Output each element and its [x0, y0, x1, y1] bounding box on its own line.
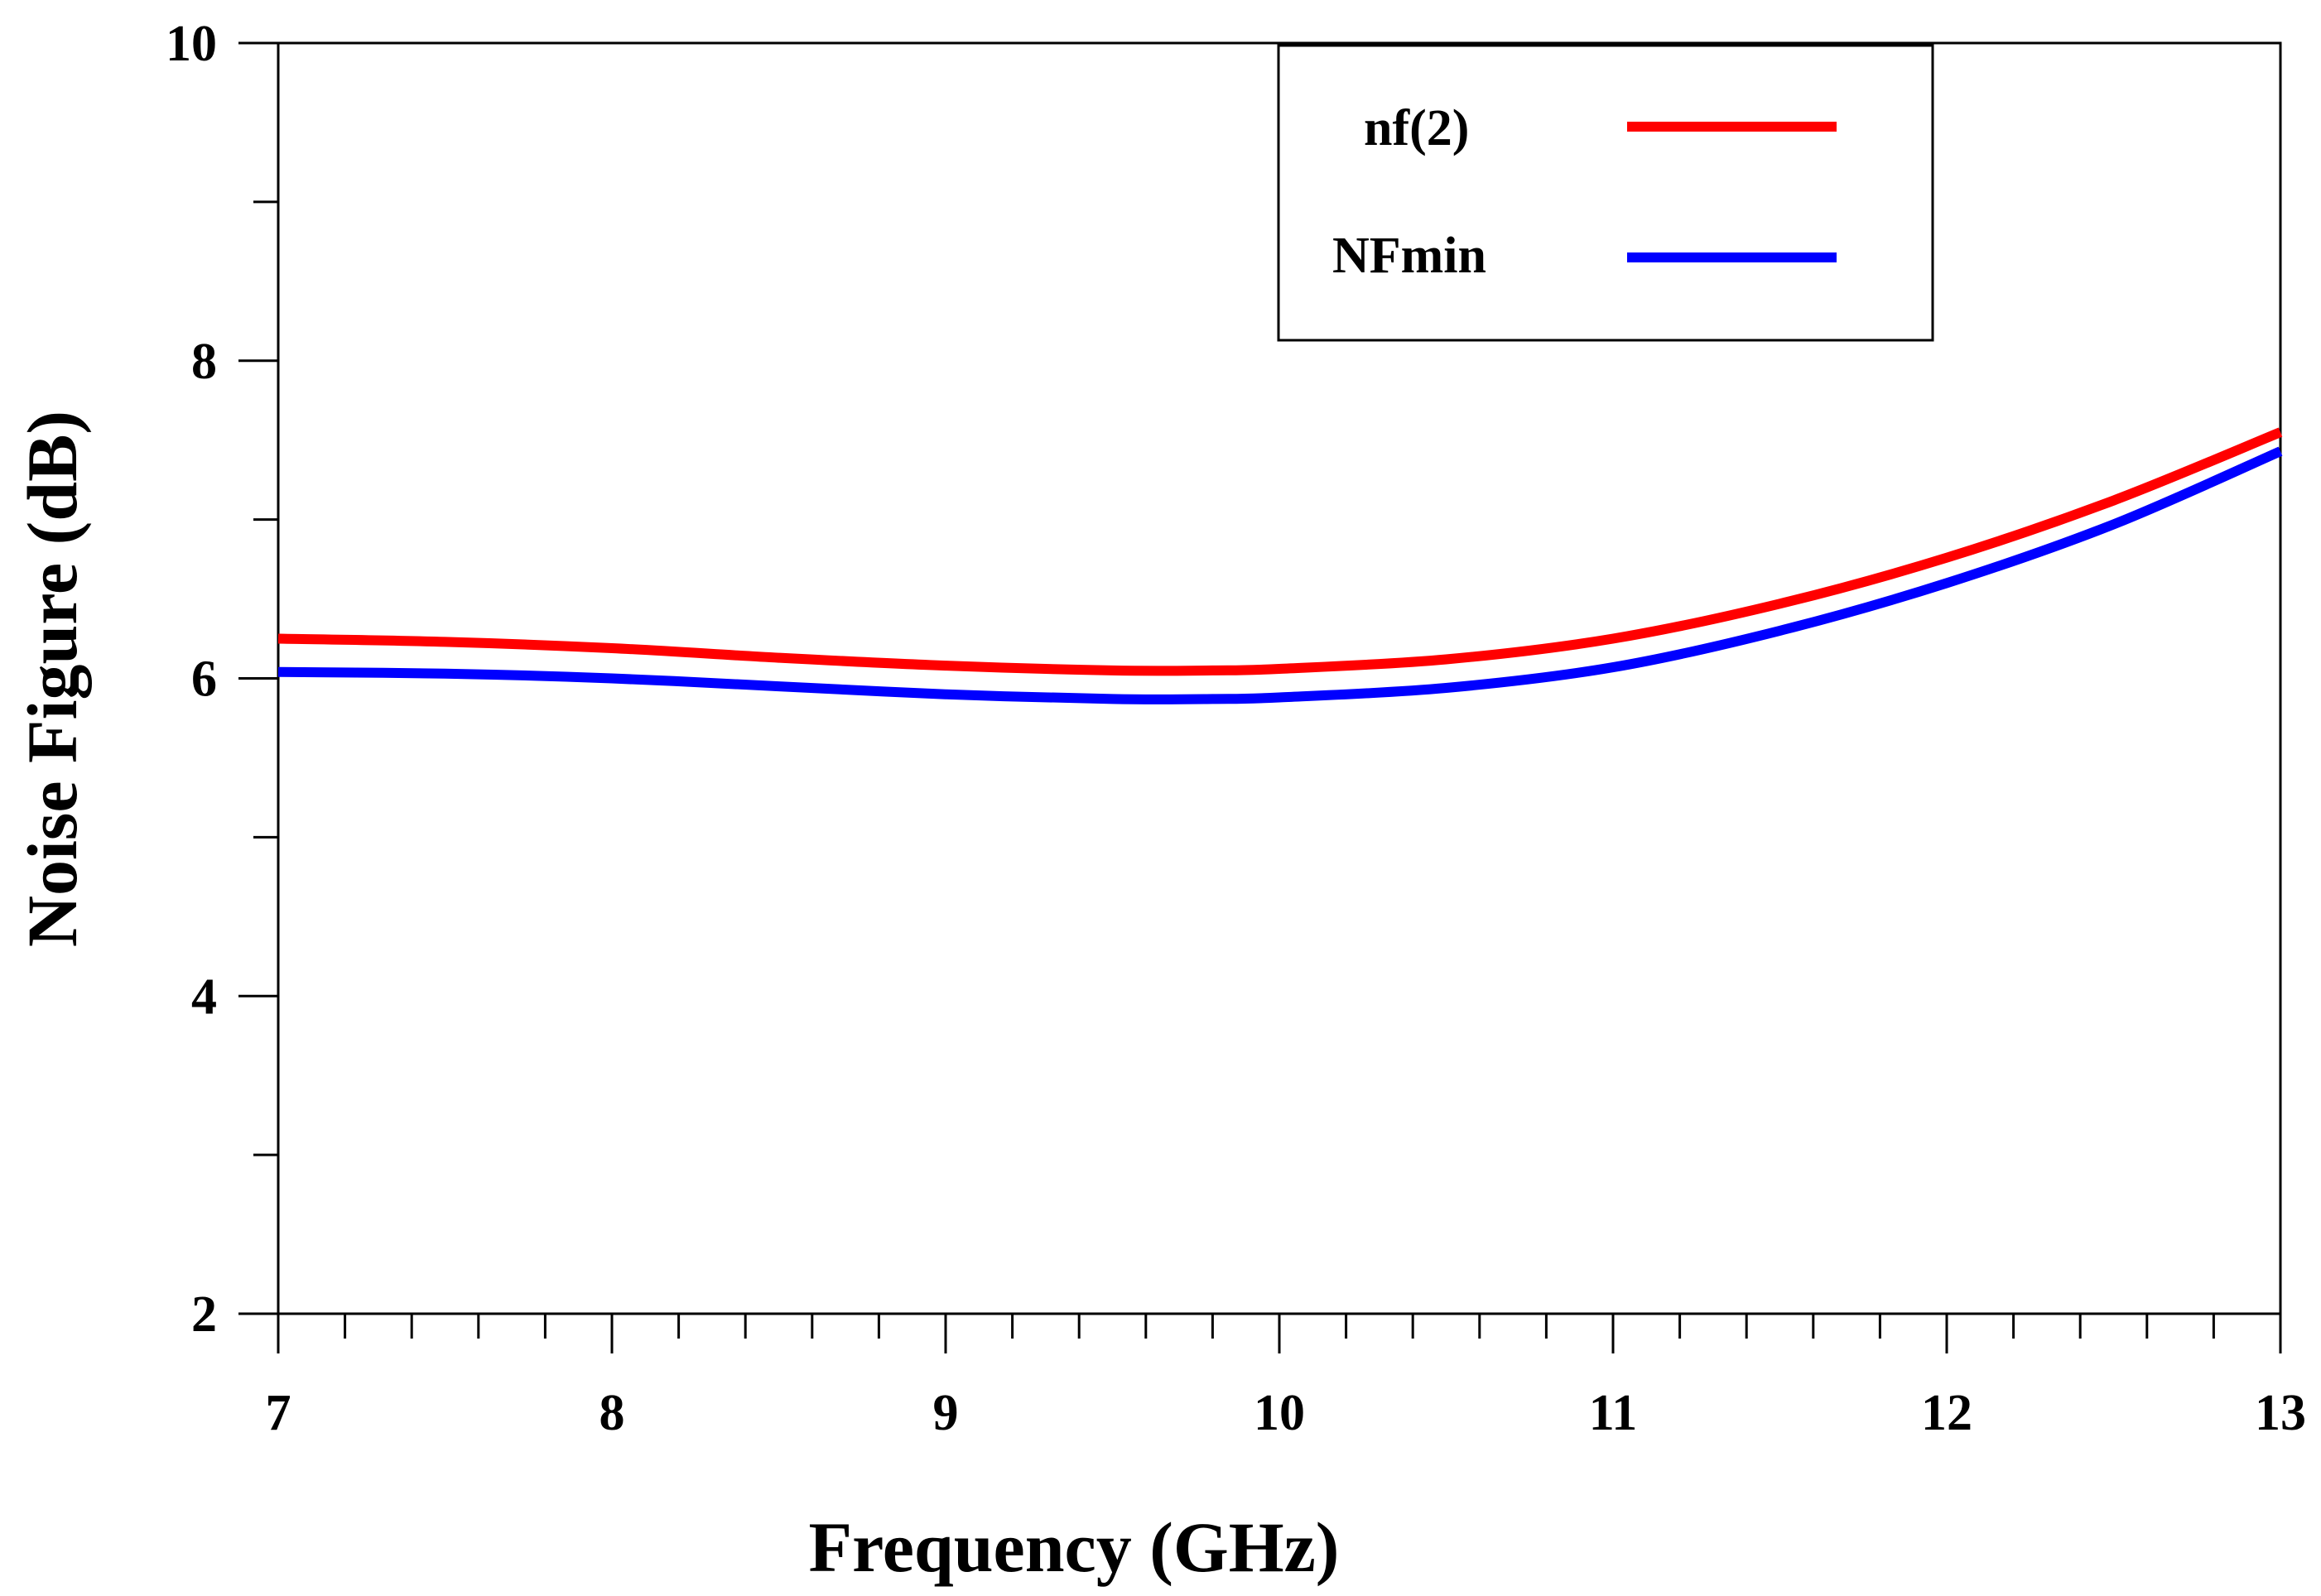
x-axis-tick-labels: 7 8 9 10 11 12 13 — [266, 1385, 2307, 1441]
legend: nf(2) NFmin — [1277, 44, 1934, 342]
y-tick-label: 6 — [191, 651, 217, 708]
x-tick-label: 11 — [1589, 1385, 1638, 1441]
x-axis-title: Frequency (GHz) — [809, 1507, 1340, 1587]
x-tick-label: 12 — [1921, 1385, 1972, 1441]
legend-label-nf2: nf(2) — [1364, 100, 1469, 156]
x-tick-label: 13 — [2255, 1385, 2306, 1441]
x-tick-label: 10 — [1254, 1385, 1305, 1441]
series-lines — [277, 427, 2283, 704]
y-axis-tick-labels: 2 4 6 8 10 — [166, 16, 217, 1343]
x-tick-label: 7 — [266, 1385, 291, 1441]
series-line-nf2 — [277, 427, 2283, 676]
y-tick-label: 8 — [191, 334, 217, 390]
y-axis-ticks — [238, 41, 278, 1315]
x-axis-ticks — [277, 1314, 2282, 1353]
y-axis-title: Noise Figure (dB) — [12, 411, 92, 947]
legend-label-nfmin: NFmin — [1332, 228, 1486, 284]
series-line-nfmin — [277, 446, 2283, 704]
legend-box — [1277, 44, 1934, 342]
x-tick-label: 9 — [933, 1385, 959, 1441]
y-tick-label: 4 — [191, 969, 217, 1025]
y-tick-label: 10 — [166, 16, 217, 72]
x-tick-label: 8 — [600, 1385, 625, 1441]
y-tick-label: 2 — [191, 1286, 217, 1343]
